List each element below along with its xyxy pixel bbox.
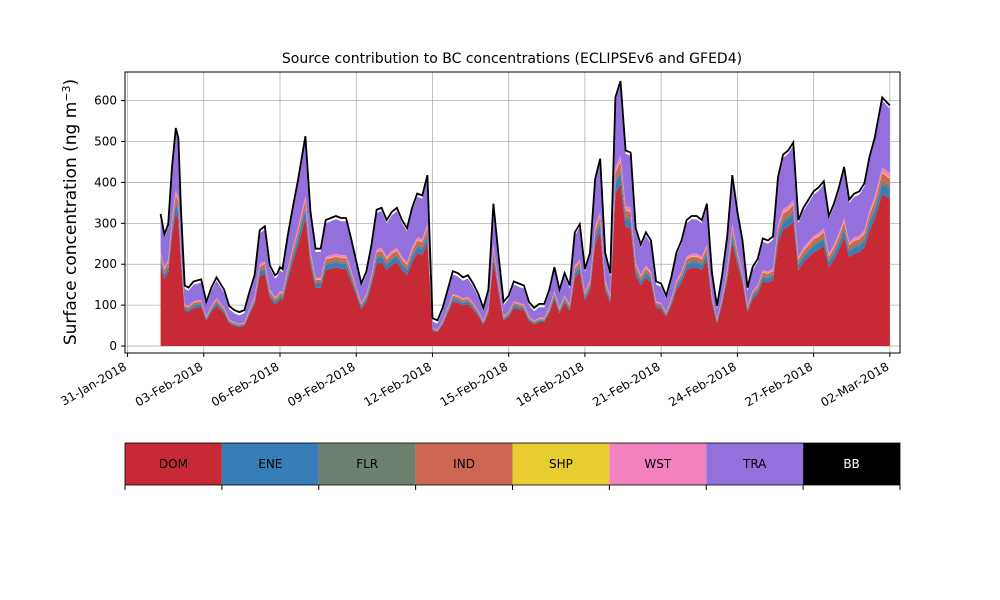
legend-label-IND: IND (453, 457, 475, 471)
legend-swatch-TRA (706, 443, 804, 485)
x-tick-label: 15-Feb-2018 (438, 359, 511, 409)
legend-label-WST: WST (644, 457, 671, 471)
area-DOM (160, 183, 890, 346)
legend-swatch-SHP (512, 443, 610, 485)
legend-swatch-BB (803, 443, 900, 485)
legend-label-BB: BB (843, 457, 859, 471)
y-axis-label-exponent: −3 (60, 85, 73, 101)
y-axis-label-main: Surface concentration (ng m (61, 102, 81, 345)
legend-swatch-ENE (221, 443, 319, 485)
x-tick-label: 09-Feb-2018 (285, 359, 358, 409)
x-axis: 31-Jan-2018 03-Feb-2018 06-Feb-2018 09-Feb-… (58, 353, 891, 410)
legend-swatch-WST (609, 443, 707, 485)
y-axis-label-close: ) (61, 79, 81, 86)
y-tick-label: 600 (94, 94, 117, 108)
legend-label-DOM: DOM (159, 457, 188, 471)
legend-swatch-IND (415, 443, 513, 485)
stacked-areas (160, 84, 890, 346)
legend-label-TRA: TRA (742, 457, 767, 471)
legend-swatch-FLR (318, 443, 416, 485)
color-legend: DOM ENE FLR IND SHP WST TRA BB (124, 442, 901, 490)
y-tick-label: 500 (94, 135, 117, 149)
x-tick-label: 12-Feb-2018 (361, 359, 434, 409)
series-line-BB (159, 80, 891, 322)
y-tick-label: 100 (94, 298, 117, 312)
legend-label-ENE: ENE (258, 457, 282, 471)
legend-frame (124, 442, 901, 486)
x-tick-label: 06-Feb-2018 (209, 359, 282, 409)
x-tick-label: 03-Feb-2018 (133, 359, 206, 409)
y-tick-label: 400 (94, 175, 117, 189)
x-tick-label: 27-Feb-2018 (743, 359, 816, 409)
legend-swatch-DOM (125, 443, 222, 485)
plot-frame (124, 71, 901, 354)
y-tick-label: 300 (94, 216, 117, 230)
x-tick-label: 24-Feb-2018 (666, 359, 739, 409)
y-axis: 0 100 200 300 400 500 600 (94, 94, 125, 353)
x-tick-label: 02-Mar-2018 (818, 359, 891, 409)
y-tick-label: 200 (94, 257, 117, 271)
legend-label-SHP: SHP (549, 457, 573, 471)
y-tick-label: 0 (109, 339, 117, 353)
x-tick-label: 18-Feb-2018 (514, 359, 587, 409)
x-tick-label: 31-Jan-2018 (58, 359, 129, 408)
chart-title: Source contribution to BC concentrations… (282, 51, 742, 67)
legend-label-FLR: FLR (356, 457, 378, 471)
y-axis-label: Surface concentration (ng m−3) (60, 79, 82, 345)
x-tick-label: 21-Feb-2018 (590, 359, 663, 409)
